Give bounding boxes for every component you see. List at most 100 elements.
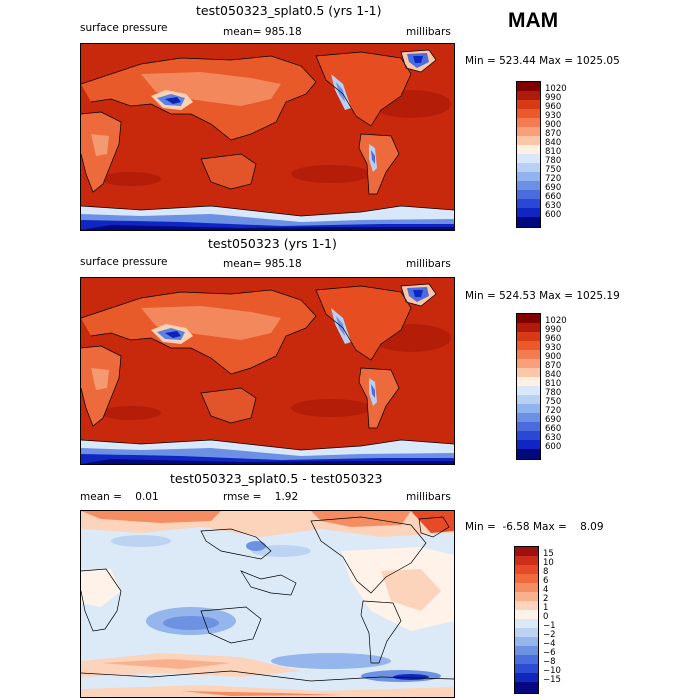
panel-1-colorbar-swatch — [517, 208, 540, 217]
colorbar-tick: 720 — [545, 406, 562, 416]
colorbar-tick: 1020 — [545, 316, 567, 326]
colorbar-tick: 600 — [545, 210, 562, 220]
panel-1-colorbar-swatch — [517, 154, 540, 163]
colorbar-tick: −8 — [543, 657, 556, 667]
panel-2-colorbar-swatch — [517, 377, 540, 386]
colorbar-tick: 690 — [545, 415, 562, 425]
colorbar-tick: 780 — [545, 156, 562, 166]
colorbar-tick: 660 — [545, 424, 562, 434]
colorbar-tick: −2 — [543, 630, 556, 640]
panel-2-colorbar-swatch — [517, 449, 540, 459]
colorbar-tick: −4 — [543, 639, 556, 649]
colorbar-tick: 870 — [545, 361, 562, 371]
panel-1-variable-label: surface pressure — [80, 22, 168, 34]
panel-2-colorbar-swatch — [517, 422, 540, 431]
colorbar-tick: 630 — [545, 201, 562, 211]
panel-3-colorbar-swatch — [515, 610, 538, 619]
panel-2-colorbar-swatch — [517, 314, 540, 323]
colorbar-tick: 720 — [545, 174, 562, 184]
colorbar-tick: 810 — [545, 147, 562, 157]
colorbar-tick: 780 — [545, 388, 562, 398]
panel-1-colorbar-swatch — [517, 145, 540, 154]
colorbar-tick: 930 — [545, 343, 562, 353]
colorbar-tick: 0 — [543, 612, 549, 622]
colorbar-tick: 8 — [543, 567, 549, 577]
panel-1-colorbar-swatch — [517, 181, 540, 190]
panel-3-map — [80, 510, 455, 698]
panel-3-colorbar-swatch — [515, 592, 538, 601]
colorbar-tick: −6 — [543, 648, 556, 658]
panel-3-colorbar — [514, 546, 539, 694]
season-label: MAM — [508, 9, 559, 32]
panel-1-colorbar-swatch — [517, 127, 540, 136]
panel-2-colorbar-swatch — [517, 323, 540, 332]
panel-3-minmax-label: Min = -6.58 Max = 8.09 — [465, 521, 604, 533]
panel-1-colorbar-swatch — [517, 199, 540, 208]
panel-1-title: test050323_splat0.5 (yrs 1-1) — [196, 3, 382, 18]
panel-3-colorbar-swatch — [515, 655, 538, 664]
panel-1-colorbar-swatch — [517, 172, 540, 181]
colorbar-tick: 990 — [545, 93, 562, 103]
panel-2-map — [80, 277, 455, 465]
panel-2-colorbar-ticks: 1020 990 960 930 900 870 840 810 780 750… — [545, 313, 585, 458]
panel-3-title: test050323_splat0.5 - test050323 — [170, 471, 383, 486]
colorbar-tick: 660 — [545, 192, 562, 202]
panel-2-colorbar-swatch — [517, 341, 540, 350]
panel-1-colorbar-swatch — [517, 82, 540, 91]
panel-2-minmax-label: Min = 524.53 Max = 1025.19 — [465, 290, 620, 302]
panel-2-colorbar-swatch — [517, 359, 540, 368]
panel-1-units-label: millibars — [406, 26, 451, 38]
colorbar-tick: 840 — [545, 138, 562, 148]
colorbar-tick: −15 — [543, 675, 561, 685]
colorbar-tick: 990 — [545, 325, 562, 335]
panel-2-colorbar-swatch — [517, 332, 540, 341]
panel-2-colorbar-swatch — [517, 386, 540, 395]
panel-2-mean-label: mean= 985.18 — [223, 258, 302, 270]
panel-3-colorbar-swatch — [515, 646, 538, 655]
panel-2-colorbar-swatch — [517, 440, 540, 449]
panel-3-colorbar-swatch — [515, 583, 538, 592]
panel-2-colorbar-swatch — [517, 431, 540, 440]
panel-3-colorbar-swatch — [515, 682, 538, 693]
panel-1-colorbar-swatch — [517, 109, 540, 118]
panel-3-colorbar-swatch — [515, 556, 538, 565]
colorbar-tick: 840 — [545, 370, 562, 380]
panel-2-colorbar-swatch — [517, 413, 540, 422]
colorbar-tick: 630 — [545, 433, 562, 443]
colorbar-tick: 960 — [545, 334, 562, 344]
panel-2-colorbar-swatch — [517, 404, 540, 413]
panel-1-colorbar-ticks: 1020 990 960 930 900 870 840 810 780 750… — [545, 81, 585, 226]
panel-1-colorbar — [516, 81, 541, 228]
colorbar-tick: 810 — [545, 379, 562, 389]
colorbar-tick: −10 — [543, 666, 561, 676]
panel-1-minmax-label: Min = 523.44 Max = 1025.05 — [465, 55, 620, 67]
panel-3-mean-label: mean = 0.01 — [80, 491, 159, 503]
panel-1-mean-label: mean= 985.18 — [223, 26, 302, 38]
panel-2-title: test050323 (yrs 1-1) — [208, 236, 337, 251]
panel-3-colorbar-swatch — [515, 664, 538, 673]
panel-2-colorbar-swatch — [517, 350, 540, 359]
panel-1-colorbar-swatch — [517, 100, 540, 109]
panel-2-units-label: millibars — [406, 258, 451, 270]
colorbar-tick: 690 — [545, 183, 562, 193]
colorbar-tick: 900 — [545, 120, 562, 130]
panel-3-units-label: millibars — [406, 491, 451, 503]
colorbar-tick: 15 — [543, 549, 554, 559]
panel-2-variable-label: surface pressure — [80, 256, 168, 268]
panel-3-colorbar-ticks: 15 10 8 6 4 2 1 0 −1 −2 −4 −6 −8 −10 −15 — [543, 546, 583, 692]
panel-2-colorbar — [516, 313, 541, 460]
colorbar-tick: 900 — [545, 352, 562, 362]
panel-3-colorbar-swatch — [515, 628, 538, 637]
colorbar-tick: 1020 — [545, 84, 567, 94]
colorbar-tick: 6 — [543, 576, 549, 586]
panel-3-colorbar-swatch — [515, 619, 538, 628]
colorbar-tick: 750 — [545, 165, 562, 175]
colorbar-tick: 600 — [545, 442, 562, 452]
panel-3-colorbar-swatch — [515, 565, 538, 574]
panel-3-colorbar-swatch — [515, 673, 538, 682]
colorbar-tick: 2 — [543, 594, 549, 604]
colorbar-tick: 960 — [545, 102, 562, 112]
colorbar-tick: −1 — [543, 621, 556, 631]
panel-2-colorbar-swatch — [517, 368, 540, 377]
panel-1-colorbar-swatch — [517, 136, 540, 145]
